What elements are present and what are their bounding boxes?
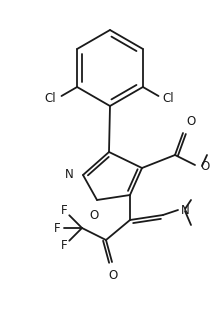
Text: O: O [186, 115, 195, 128]
Text: O: O [108, 269, 118, 282]
Text: F: F [61, 204, 68, 217]
Text: N: N [65, 169, 74, 181]
Text: O: O [200, 159, 209, 173]
Text: F: F [54, 221, 60, 234]
Text: Cl: Cl [162, 93, 174, 106]
Text: O: O [89, 209, 99, 222]
Text: F: F [61, 239, 68, 252]
Text: Cl: Cl [44, 93, 55, 106]
Text: N: N [181, 203, 190, 216]
